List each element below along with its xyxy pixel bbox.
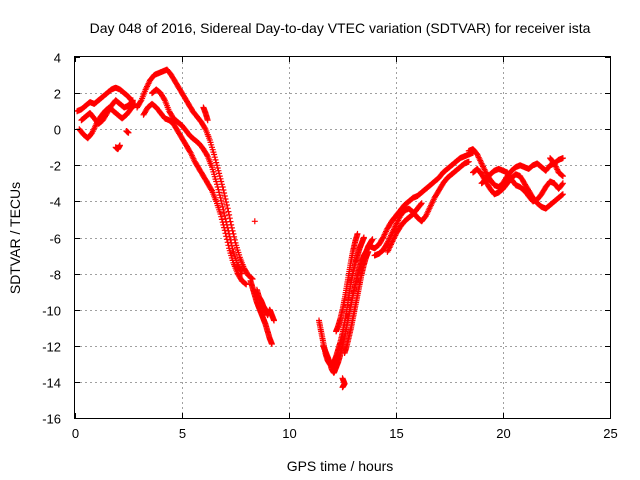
data-point xyxy=(215,167,222,174)
x-tick-label: 15 xyxy=(389,426,403,441)
data-point xyxy=(214,162,220,169)
data-point xyxy=(218,200,225,207)
y-tick-label: -12 xyxy=(42,340,61,355)
data-point xyxy=(271,317,277,324)
data-point xyxy=(339,384,346,391)
data-point xyxy=(251,218,258,225)
data-point xyxy=(360,234,367,241)
data-point xyxy=(354,230,361,237)
x-tick-label: 25 xyxy=(603,426,617,441)
data-point xyxy=(125,129,132,136)
data-point xyxy=(559,180,566,187)
y-axis-label: SDTVAR / TECUs xyxy=(7,182,23,294)
data-point xyxy=(228,242,235,249)
data-point xyxy=(214,181,220,188)
data-point xyxy=(129,97,136,104)
data-point xyxy=(219,203,226,210)
data-point xyxy=(369,236,376,243)
x-axis-label: GPS time / hours xyxy=(287,458,394,474)
data-point xyxy=(268,341,275,347)
data-point xyxy=(224,224,231,231)
x-tick-label: 5 xyxy=(179,426,186,441)
data-point xyxy=(223,218,230,225)
data-point xyxy=(204,117,211,124)
data-point xyxy=(559,181,566,188)
plot-frame xyxy=(74,56,611,419)
y-tick-label: -16 xyxy=(42,412,61,427)
data-point xyxy=(229,245,236,252)
y-tick-label: 2 xyxy=(54,87,61,102)
data-point xyxy=(214,184,221,190)
data-point xyxy=(214,165,221,171)
data-point xyxy=(365,248,372,255)
data-point xyxy=(223,199,230,205)
x-tick-label: 10 xyxy=(282,426,296,441)
data-point xyxy=(215,186,222,193)
data-point xyxy=(220,206,227,213)
data-point xyxy=(223,221,230,228)
data-point xyxy=(221,193,228,199)
data-point xyxy=(418,200,425,207)
chart-title: Day 048 of 2016, Sidereal Day-to-day VTE… xyxy=(90,20,591,36)
data-point xyxy=(418,201,424,208)
data-point xyxy=(217,211,224,217)
y-tick-label: -4 xyxy=(49,195,61,210)
data-point xyxy=(226,230,233,237)
data-point xyxy=(129,98,136,105)
data-point xyxy=(116,142,123,149)
data-point xyxy=(226,211,233,218)
data-point xyxy=(221,209,228,216)
x-tick-label: 0 xyxy=(72,426,79,441)
y-tick-label: -10 xyxy=(42,304,61,319)
data-point xyxy=(238,270,245,277)
data-point xyxy=(225,208,232,215)
data-point xyxy=(228,239,235,246)
data-point xyxy=(559,155,566,162)
y-tick-label: 0 xyxy=(54,123,61,138)
data-point xyxy=(211,154,218,161)
data-point xyxy=(212,156,219,163)
y-axis-ticks: 4 2 0 -2 -4 -6 -8 -10 -12 -14 -16 xyxy=(42,51,610,427)
data-point xyxy=(222,215,229,222)
data-point xyxy=(213,159,220,166)
data-point xyxy=(216,192,223,199)
data-point xyxy=(224,205,231,212)
data-point xyxy=(222,196,229,202)
y-tick-label: -14 xyxy=(42,376,61,391)
data-point xyxy=(213,178,220,185)
x-tick-label: 20 xyxy=(496,426,510,441)
data-point xyxy=(221,212,228,219)
y-tick-label: 4 xyxy=(54,51,61,66)
data-point xyxy=(559,173,566,180)
data-point xyxy=(226,233,233,240)
data-point xyxy=(218,197,225,204)
data-point xyxy=(465,158,472,165)
data-point xyxy=(211,151,218,158)
data-point xyxy=(218,213,225,220)
data-point xyxy=(225,227,232,234)
data-point xyxy=(223,202,230,208)
y-tick-label: -8 xyxy=(49,268,61,283)
data-point xyxy=(227,236,234,243)
data-points xyxy=(74,66,566,391)
y-tick-label: -6 xyxy=(49,232,61,247)
data-point xyxy=(216,170,223,177)
data-point xyxy=(216,189,223,196)
data-point xyxy=(559,191,566,198)
data-point xyxy=(243,281,250,288)
data-point xyxy=(217,194,224,201)
y-tick-label: -2 xyxy=(49,159,61,174)
x-axis-ticks: 0 5 10 15 20 25 xyxy=(72,57,618,441)
